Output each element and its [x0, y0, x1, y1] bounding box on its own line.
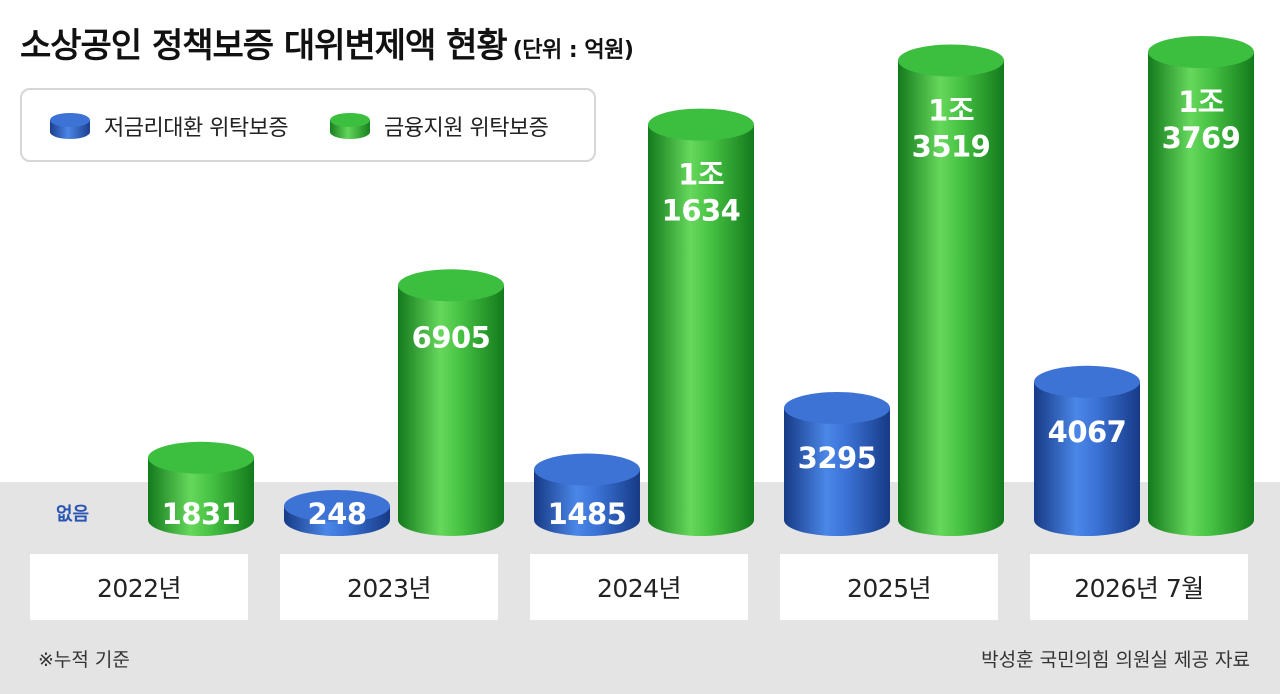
data-label: 1485 — [548, 497, 627, 531]
bar-body — [148, 457, 254, 536]
chart-title-text: 소상공인 정책보증 대위변제액 현황 — [20, 26, 508, 66]
bar-top — [648, 108, 754, 141]
bar-top — [784, 392, 890, 425]
green-cylinder-icon — [330, 113, 370, 139]
x-tick-label: 2022년 — [30, 554, 248, 620]
bar-top — [284, 490, 390, 522]
bar-financial-support: 1831 — [148, 441, 254, 536]
bar-financial-support: 1조 3769 — [1148, 36, 1254, 536]
bar-top — [398, 269, 504, 302]
legend-item-low-rate: 저금리대환 위탁보증 — [48, 110, 289, 142]
bar-low-rate: 248 — [284, 490, 390, 536]
x-tick-label: 2025년 — [780, 554, 998, 620]
data-label: 1조 3519 — [912, 93, 991, 163]
chart-title: 소상공인 정책보증 대위변제액 현황 (단위 : 억원) — [20, 18, 634, 67]
bar-body — [398, 285, 504, 536]
blue-cylinder-icon — [50, 113, 90, 139]
bar-low-rate: 3295 — [784, 392, 890, 536]
bar-top — [1034, 365, 1140, 398]
legend: 저금리대환 위탁보증 금융지원 위탁보증 — [20, 88, 596, 162]
bar-financial-support: 1조 3519 — [898, 44, 1004, 537]
legend-label-financial-support: 금융지원 위탁보증 — [384, 116, 549, 141]
bar-top — [1148, 36, 1254, 68]
data-label: 248 — [307, 497, 366, 531]
data-label: 6905 — [412, 320, 491, 354]
bar-body — [898, 60, 1004, 537]
source-credit: 박성훈 국민의힘 의원실 제공 자료 — [981, 649, 1250, 671]
unit-label: (단위 : 억원) — [512, 38, 634, 63]
legend-label-low-rate: 저금리대환 위탁보증 — [104, 116, 289, 141]
legend-item-financial-support: 금융지원 위탁보증 — [328, 110, 549, 142]
data-label: 3295 — [798, 441, 877, 475]
bar-top — [148, 441, 254, 474]
data-label: 1조 3769 — [1162, 85, 1241, 155]
footnote: ※누적 기준 — [38, 649, 130, 671]
bar-financial-support: 6905 — [398, 269, 504, 536]
bar-body — [1148, 52, 1254, 536]
no-value-label: 없음 — [56, 504, 90, 525]
bar-low-rate: 1485 — [534, 453, 640, 536]
bar-low-rate: 4067 — [1034, 365, 1140, 536]
bar-body — [534, 469, 640, 536]
bar-body — [784, 408, 890, 536]
bar-body — [648, 124, 754, 537]
x-tick-label: 2024년 — [530, 554, 748, 620]
x-tick-label: 2023년 — [280, 554, 498, 620]
data-label: 4067 — [1048, 415, 1127, 449]
bar-top — [898, 44, 1004, 77]
bar-body — [1034, 381, 1140, 536]
x-tick-label: 2026년 7월 — [1030, 554, 1248, 620]
bar-top — [534, 453, 640, 486]
data-label: 1조 1634 — [662, 158, 741, 228]
data-label: 1831 — [162, 497, 241, 531]
bar-financial-support: 1조 1634 — [648, 108, 754, 537]
